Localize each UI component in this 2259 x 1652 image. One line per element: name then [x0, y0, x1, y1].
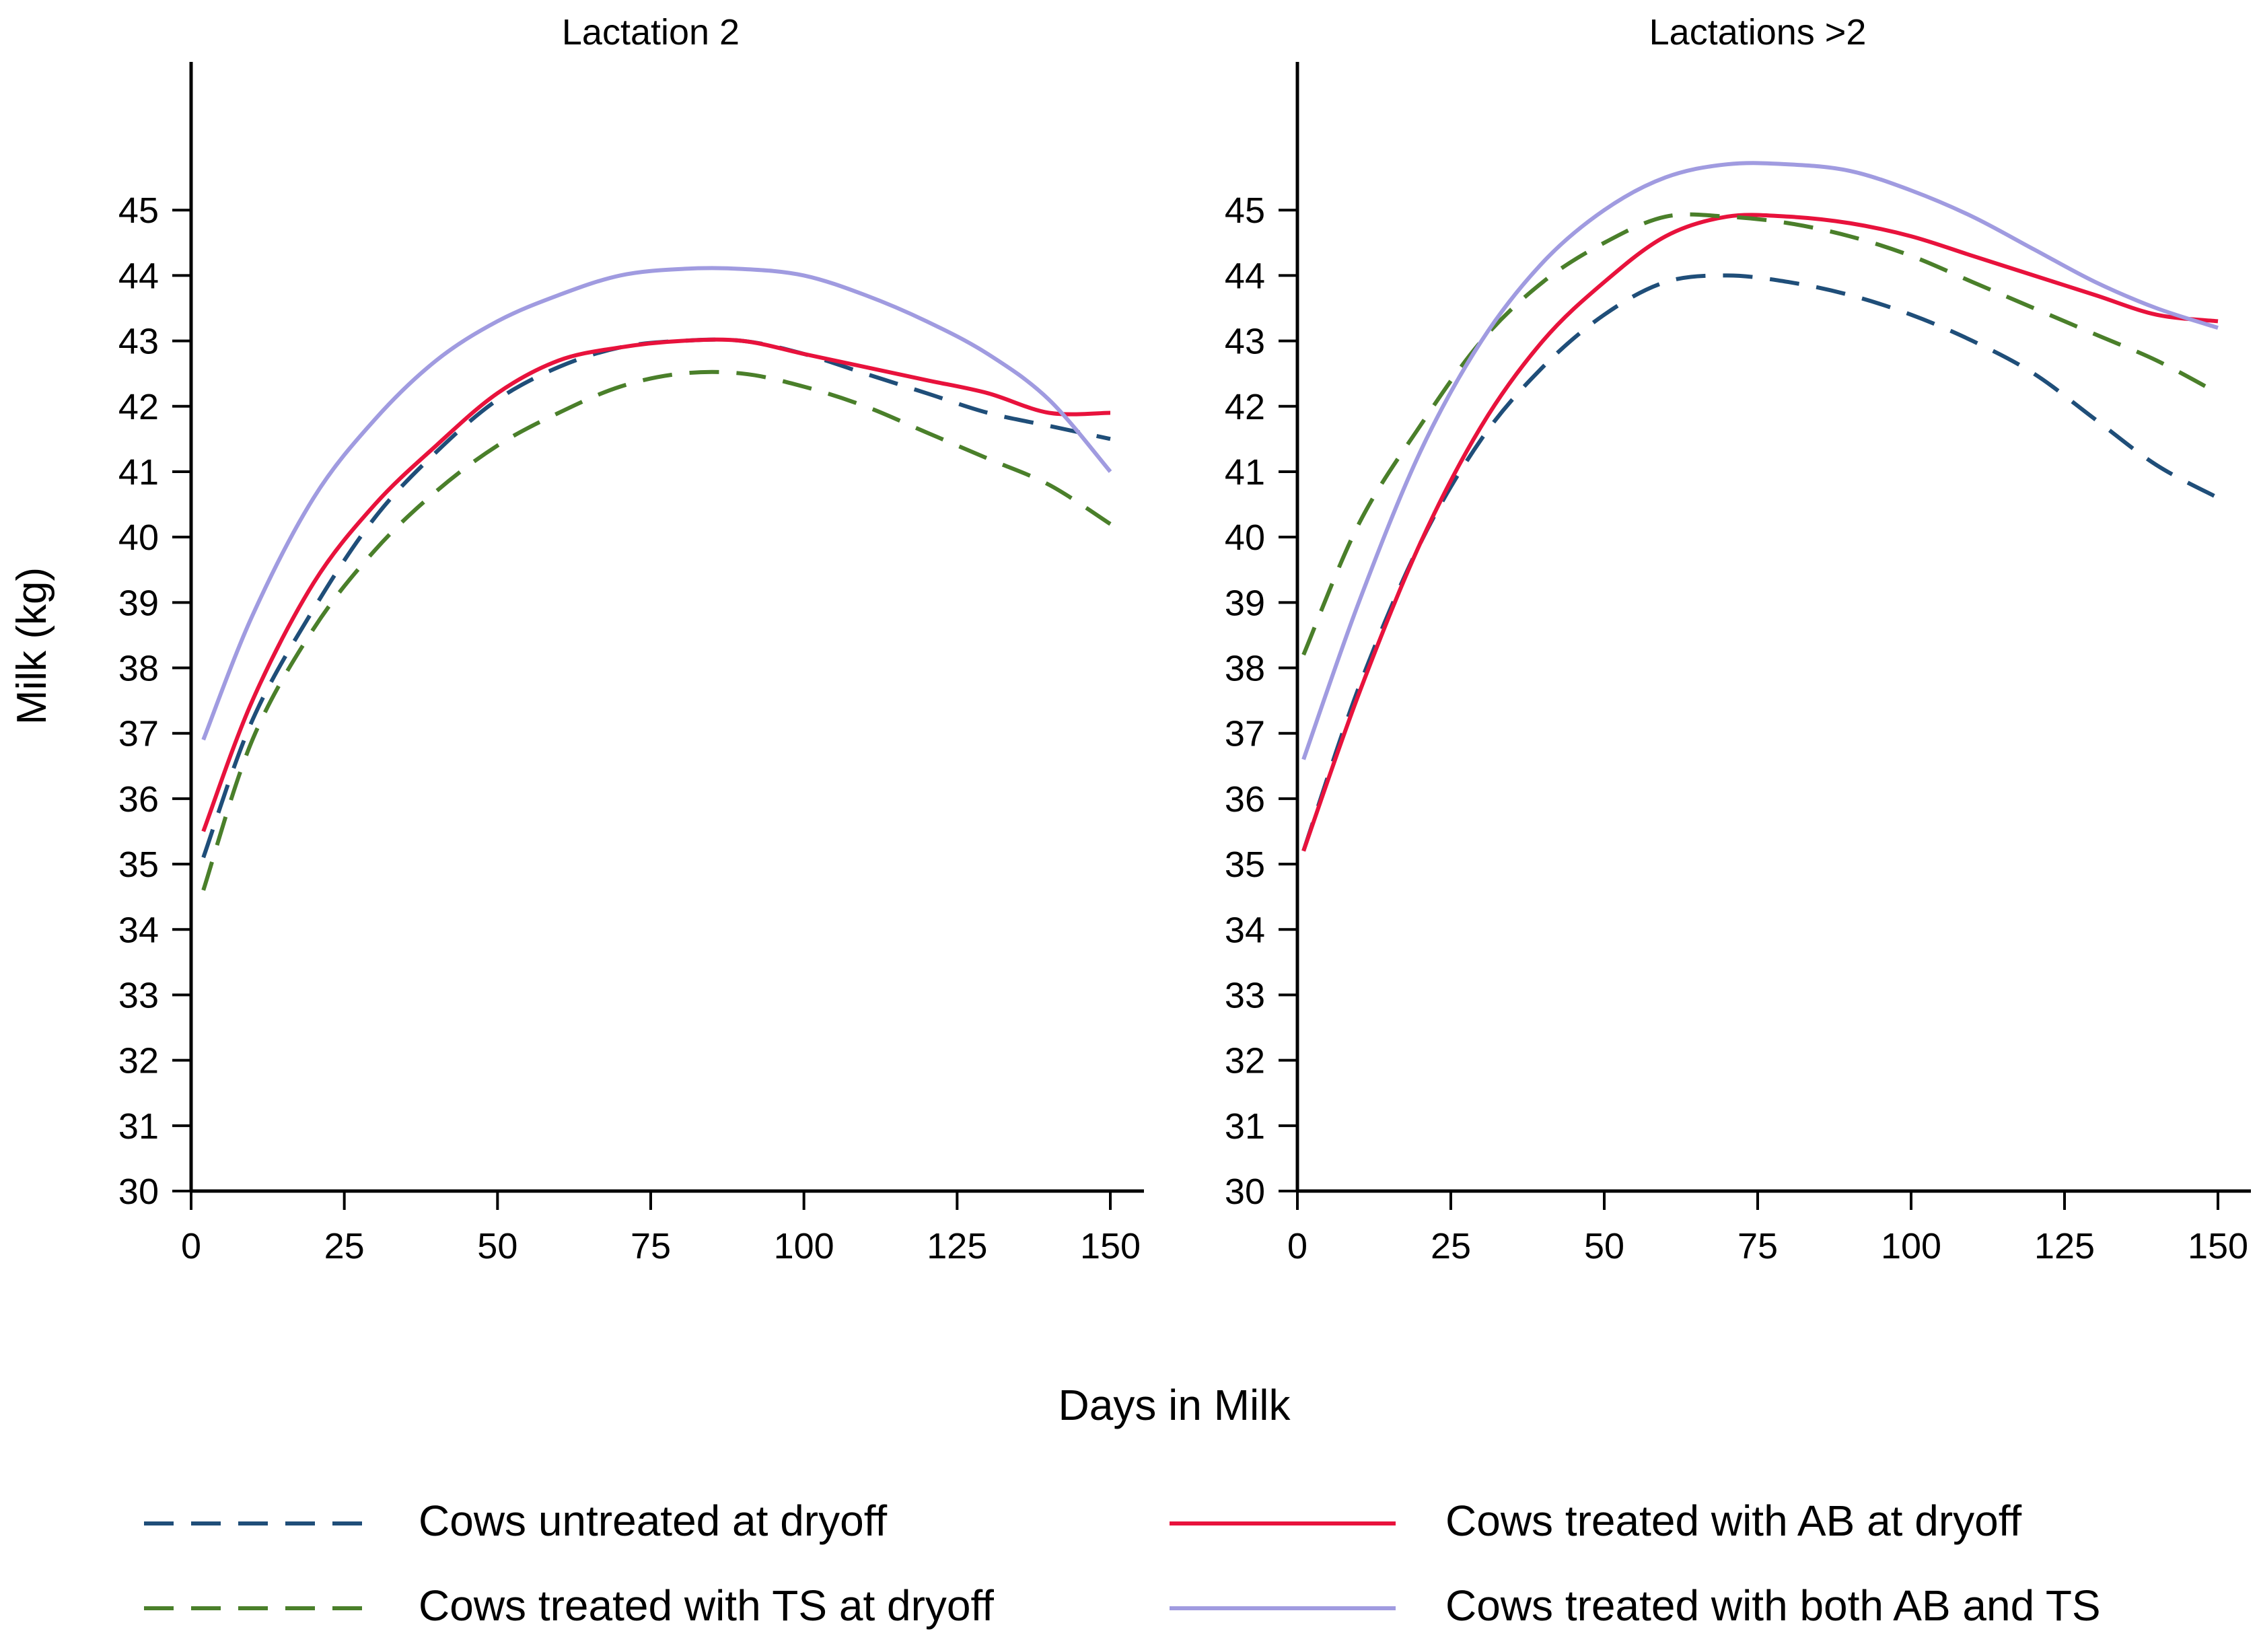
series-line-cows-untreated-at-dryoff: [1301, 273, 2219, 852]
y-tick-label: 45: [1225, 190, 1265, 231]
panel-title: Lactation 2: [562, 12, 740, 52]
series-line-cows-untreated-at-dryoff: [201, 337, 1111, 859]
y-tick-label: 30: [1225, 1172, 1265, 1212]
y-tick-label: 34: [1225, 910, 1265, 950]
y-tick-label: 42: [1225, 387, 1265, 427]
panel-lactation-2: Lactation 2 30 31 32 33 34 35 36 37 38 39 40 41 42 43 4…: [118, 12, 1144, 1266]
x-tick-label: 75: [1737, 1226, 1778, 1266]
y-tick-label: 36: [1225, 779, 1265, 820]
y-tick-label: 44: [1225, 256, 1265, 296]
x-tick-label: 150: [1080, 1226, 1141, 1266]
y-tick-label: 32: [118, 1041, 159, 1081]
x-tick-label: 50: [477, 1226, 517, 1266]
y-tick-label: 33: [118, 975, 159, 1015]
y-tick-label: 30: [118, 1172, 159, 1212]
y-tick-label: 37: [1225, 714, 1265, 754]
series-line-cows-treated-with-ab-at-dryoff: [201, 337, 1111, 832]
y-tick-label: 31: [118, 1106, 159, 1147]
x-tick-label: 25: [324, 1226, 365, 1266]
series-line-cows-treated-with-both-ab-and-ts: [201, 266, 1112, 741]
y-tick-label: 31: [1225, 1106, 1265, 1147]
y-tick-label: 35: [118, 845, 159, 885]
y-tick-label: 41: [118, 452, 159, 493]
y-tick-label: 44: [118, 256, 159, 296]
x-tick-label: 0: [1287, 1226, 1307, 1266]
x-tick-label: 75: [631, 1226, 671, 1266]
y-tick-label: 39: [1225, 583, 1265, 623]
y-tick-label: 45: [118, 190, 159, 231]
x-tick-label: 50: [1584, 1226, 1624, 1266]
x-tick-label: 100: [774, 1226, 834, 1266]
y-tick-label: 34: [118, 910, 159, 950]
legend-label-cows-untreated-at-dryoff: Cows untreated at dryoff: [419, 1497, 887, 1545]
x-tick-label: 125: [927, 1226, 987, 1266]
y-tick-label: 33: [1225, 975, 1265, 1015]
x-tick-label: 25: [1431, 1226, 1471, 1266]
y-tick-label: 37: [118, 714, 159, 754]
x-tick-label: 100: [1881, 1226, 1941, 1266]
legend-label-cows-treated-with-both-ab-and-ts: Cows treated with both AB and TS: [1445, 1581, 2101, 1630]
x-tick-label: 0: [181, 1226, 201, 1266]
x-tick-label: 125: [2034, 1226, 2095, 1266]
y-tick-label: 43: [118, 322, 159, 362]
y-tick-label: 38: [118, 649, 159, 689]
y-tick-label: 42: [118, 387, 159, 427]
legend-label-cows-treated-with-ab-at-dryoff: Cows treated with AB at dryoff: [1445, 1497, 2021, 1545]
y-tick-label: 38: [1225, 649, 1265, 689]
x-tick-label: 150: [2188, 1226, 2248, 1266]
y-tick-label: 36: [118, 779, 159, 820]
y-tick-label: 41: [1225, 452, 1265, 493]
y-tick-label: 40: [118, 517, 159, 558]
x-axis-label: Days in Milk: [1059, 1381, 1291, 1429]
series-line-cows-treated-with-ab-at-dryoff: [1301, 213, 2219, 852]
series-line-cows-treated-with-ts-at-dryoff: [1301, 212, 2219, 656]
panel-lactations-over-2: Lactations >2 30 31 32 33 34 35 36 37 38 39 40 41 42 4…: [1225, 12, 2251, 1266]
y-axis-label: Milk (kg): [9, 567, 55, 725]
y-tick-label: 39: [118, 583, 159, 623]
series-line-cows-treated-with-ts-at-dryoff: [201, 369, 1112, 891]
y-tick-label: 35: [1225, 845, 1265, 885]
y-tick-label: 40: [1225, 517, 1265, 558]
panel-title: Lactations >2: [1649, 12, 1867, 52]
legend: Cows untreated at dryoff Cows treated wit…: [144, 1497, 2101, 1630]
legend-label-cows-treated-with-ts-at-dryoff: Cows treated with TS at dryoff: [419, 1581, 994, 1630]
y-tick-label: 43: [1225, 322, 1265, 362]
y-tick-label: 32: [1225, 1041, 1265, 1081]
series-line-cows-treated-with-both-ab-and-ts: [1301, 161, 2219, 760]
